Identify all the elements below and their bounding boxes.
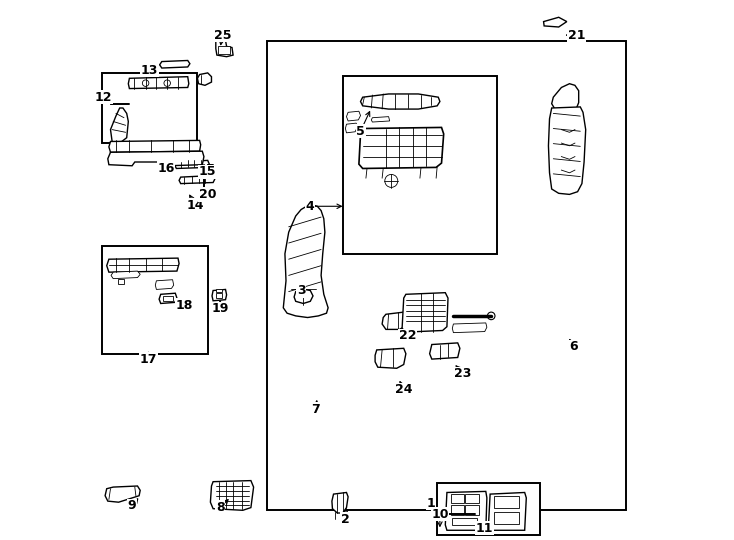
Polygon shape [346,111,360,121]
Text: 16: 16 [157,162,175,175]
Polygon shape [179,176,215,184]
Text: 14: 14 [186,199,204,212]
Polygon shape [109,140,200,152]
Bar [343,76,497,254]
Polygon shape [111,271,140,279]
Circle shape [164,80,170,86]
Polygon shape [128,77,189,89]
Text: 8: 8 [216,501,225,514]
Polygon shape [552,84,578,111]
Polygon shape [489,492,526,530]
Bar [437,483,539,535]
Polygon shape [156,280,174,289]
Text: 24: 24 [395,383,413,396]
Text: 6: 6 [569,340,578,353]
Bar [218,46,230,54]
Text: 3: 3 [297,284,305,297]
Polygon shape [332,492,348,513]
Polygon shape [346,123,357,133]
Bar [465,494,479,503]
Polygon shape [452,323,487,333]
Polygon shape [212,289,227,301]
Polygon shape [402,293,448,332]
Polygon shape [106,258,179,272]
Text: 1: 1 [426,497,435,510]
Text: 19: 19 [211,302,229,315]
Text: 18: 18 [175,299,193,312]
Polygon shape [294,289,313,303]
Bar [452,518,476,525]
Bar [465,505,479,515]
Polygon shape [371,117,390,122]
Polygon shape [108,151,204,166]
Text: 11: 11 [476,522,493,535]
Bar [216,289,222,292]
Polygon shape [446,491,487,530]
Text: 12: 12 [95,91,112,104]
Text: 7: 7 [311,403,320,416]
Bar [103,246,208,354]
Text: 5: 5 [356,125,365,138]
Polygon shape [283,205,328,318]
Text: 4: 4 [306,200,315,213]
Text: 15: 15 [199,165,217,178]
Text: 10: 10 [431,508,448,521]
Bar [495,512,519,524]
Polygon shape [211,481,254,510]
Text: 9: 9 [128,500,137,512]
Polygon shape [105,486,140,502]
Bar [451,505,464,515]
Polygon shape [111,108,128,143]
Text: 25: 25 [214,29,231,42]
Polygon shape [175,160,209,168]
Polygon shape [359,127,443,168]
Polygon shape [360,94,440,109]
Bar [216,293,222,298]
Polygon shape [548,107,586,194]
Polygon shape [375,348,406,368]
Bar [163,296,172,301]
Polygon shape [216,40,233,57]
Bar [117,279,124,284]
Polygon shape [544,17,567,27]
Polygon shape [159,293,177,303]
Bar [495,496,519,508]
Bar [267,40,626,510]
Text: 22: 22 [399,329,416,342]
Text: 17: 17 [139,353,157,366]
Polygon shape [197,73,211,85]
Text: 2: 2 [341,513,350,526]
Polygon shape [429,343,460,359]
Text: 13: 13 [141,64,158,77]
Bar [451,494,464,503]
Polygon shape [159,60,190,68]
Polygon shape [382,312,409,329]
Circle shape [385,174,398,187]
Text: 21: 21 [568,29,585,42]
Circle shape [142,80,149,86]
Bar [103,73,197,143]
Text: 20: 20 [199,188,217,201]
Text: 23: 23 [454,367,472,380]
Circle shape [487,312,495,320]
